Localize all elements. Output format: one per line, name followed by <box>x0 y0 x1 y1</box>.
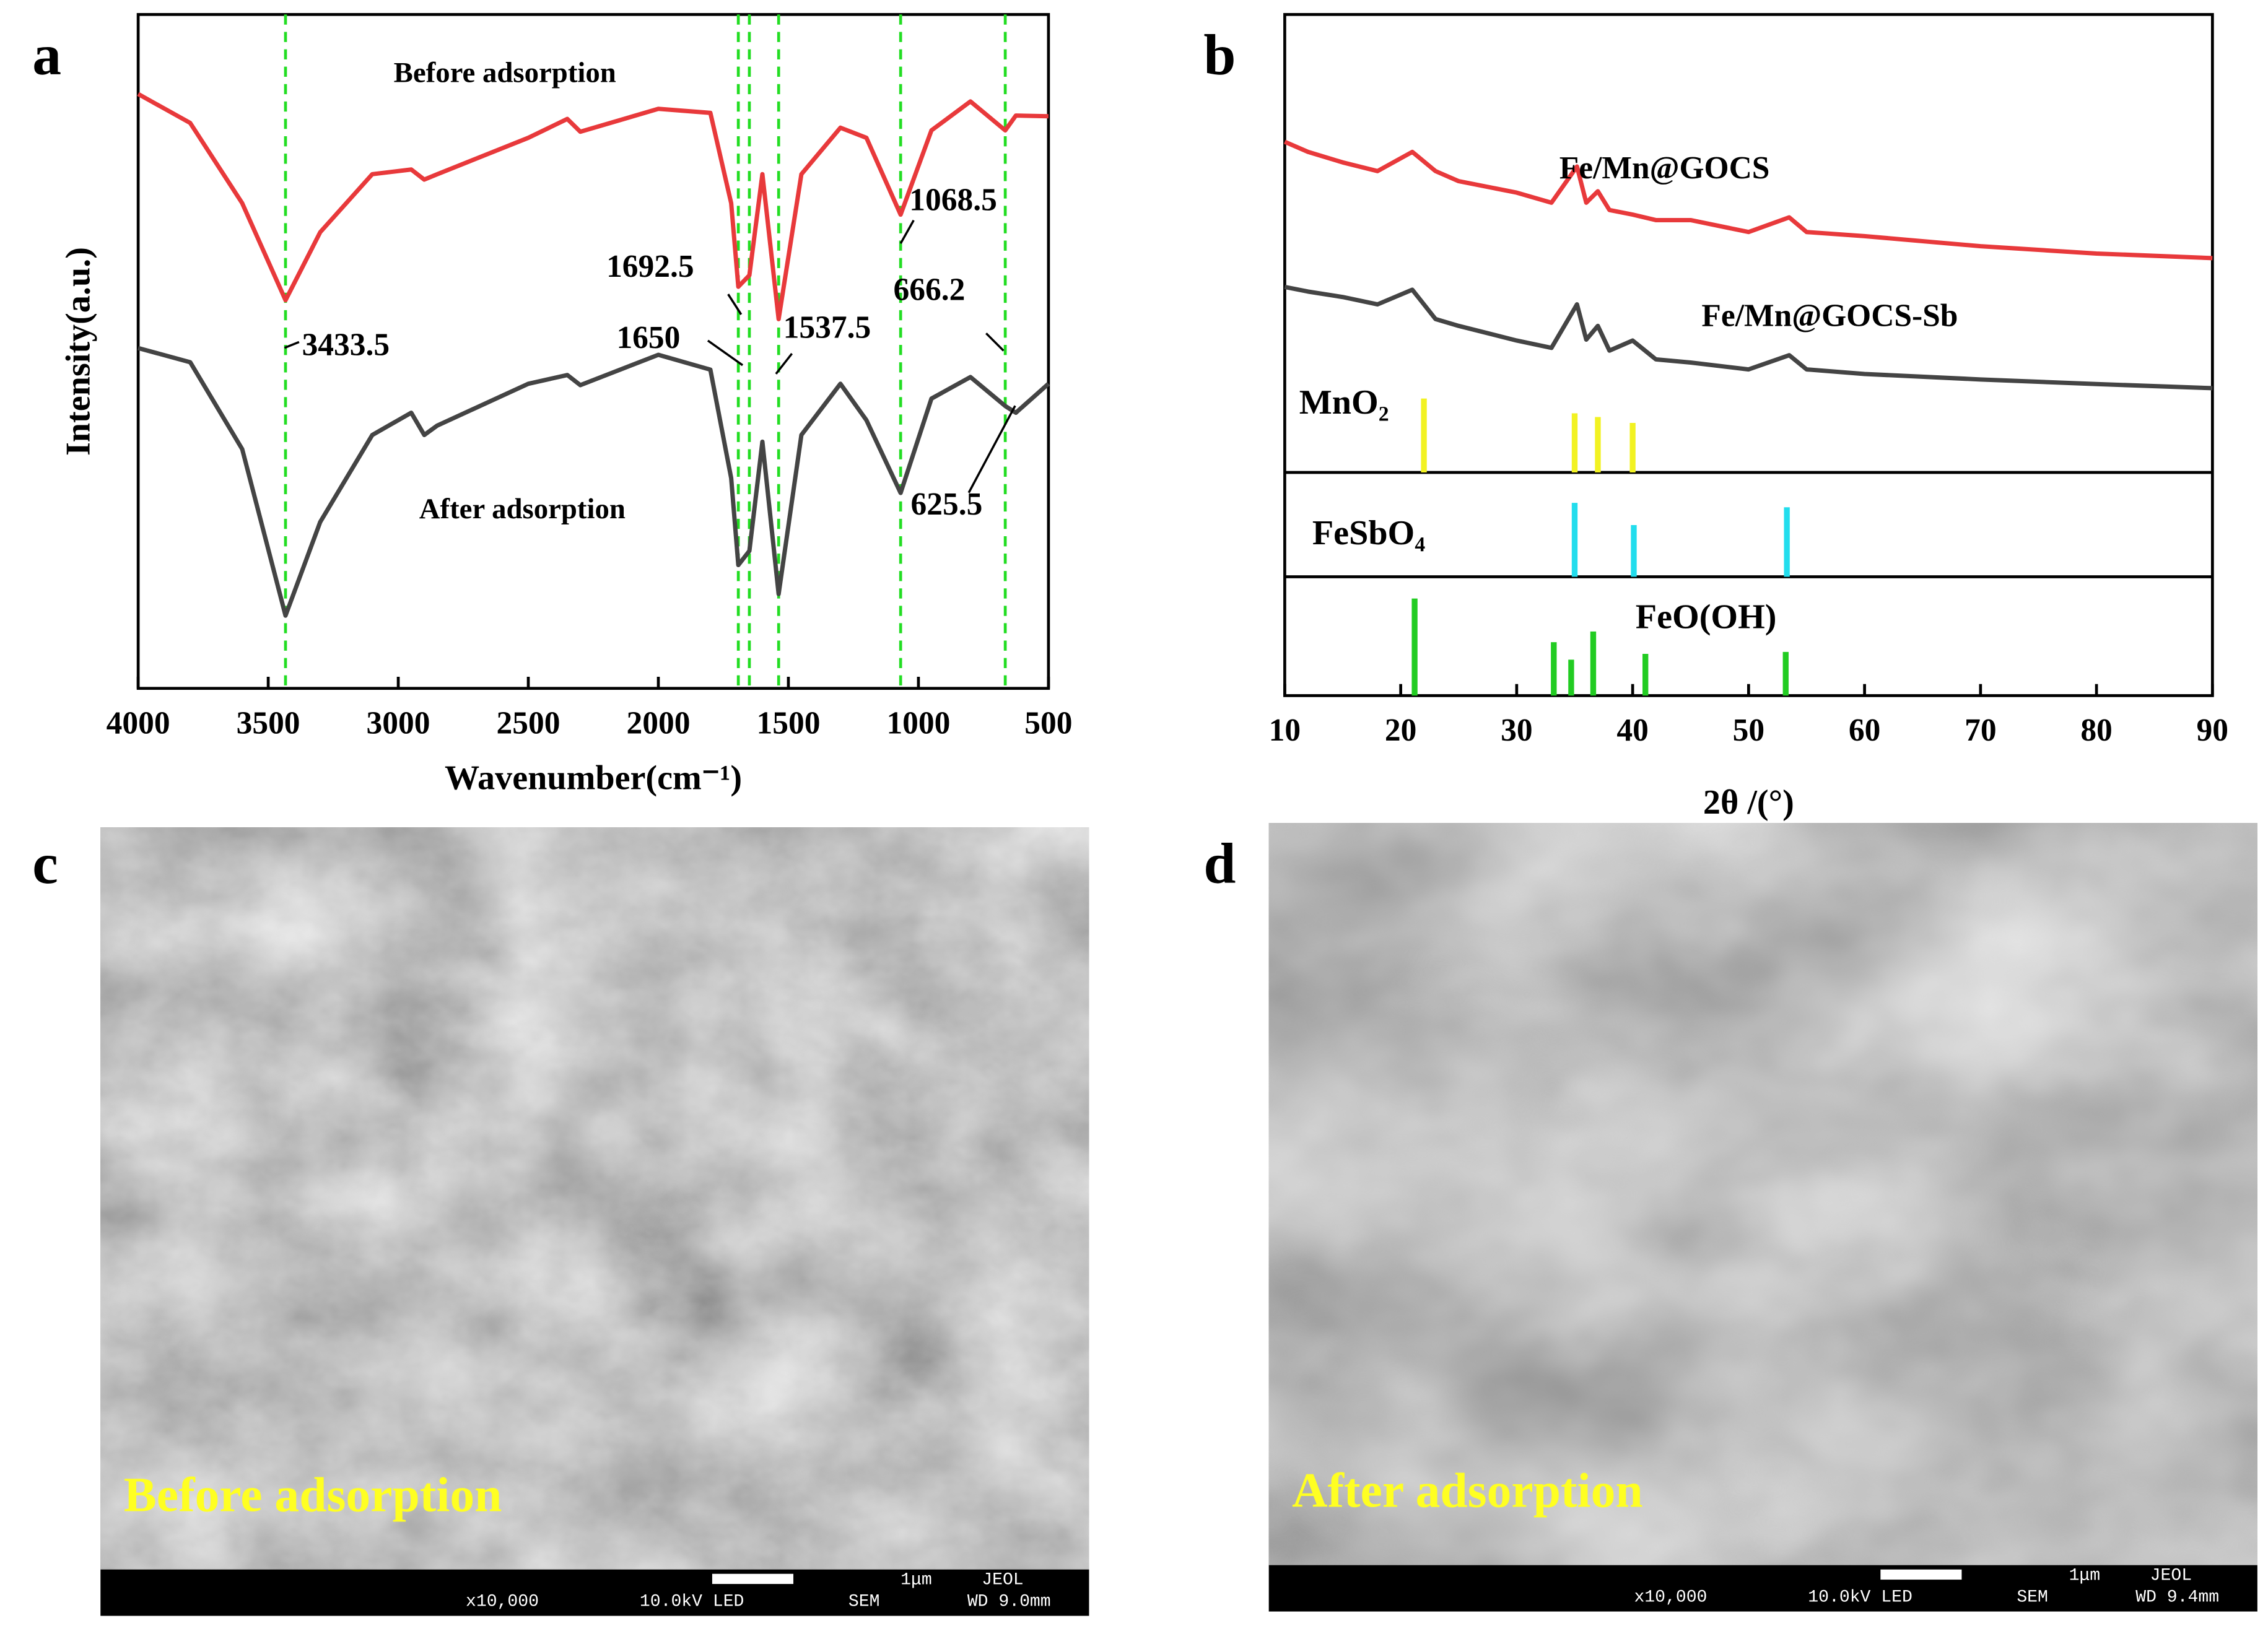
reference-label: MnO₂ <box>1299 383 1389 422</box>
x-tick-label: 3000 <box>367 705 430 741</box>
leader-line <box>284 341 300 349</box>
plot-frame <box>136 13 1050 690</box>
leader-line <box>707 339 744 367</box>
series-label: After adsorption <box>419 493 626 525</box>
series-label: Fe/Mn@GOCS-Sb <box>1701 298 1958 334</box>
plot-frame <box>1283 13 2214 697</box>
x-tick-label: 70 <box>1965 713 1996 748</box>
sem-info: SEM <box>848 1593 880 1612</box>
series-line <box>1284 285 2213 391</box>
x-tick-label: 10 <box>1269 713 1301 748</box>
scale-bar <box>1880 1569 1962 1580</box>
info-bar <box>100 1569 1089 1616</box>
info-bar <box>1268 1565 2257 1612</box>
x-tick-label: 2000 <box>627 705 691 741</box>
x-tick-label: 30 <box>1501 713 1532 748</box>
x-tick-label: 3500 <box>237 705 300 741</box>
x-tick-label: 1500 <box>756 705 820 741</box>
x-tick-label: 500 <box>1024 705 1072 741</box>
series-line <box>137 92 1049 321</box>
series-line <box>137 346 1050 618</box>
image-caption: After adsorption <box>1292 1464 1643 1518</box>
y-axis-title: Intensity(a.u.) <box>59 247 98 456</box>
sem-texture <box>100 827 1089 1570</box>
scale-bar <box>712 1573 793 1585</box>
x-axis-title: Wavenumber(cm⁻¹) <box>445 759 742 797</box>
panel-label: c <box>32 832 58 896</box>
leader-line <box>899 219 915 245</box>
sem-info: 10.0kV LED <box>1808 1588 1913 1607</box>
sem-info: x10,000 <box>466 1593 539 1612</box>
panel-label: b <box>1203 24 1236 87</box>
sem-info: JEOL <box>982 1571 1023 1590</box>
peak-label: 666.2 <box>893 272 965 308</box>
sem-image: After adsorption 1μm JEOL x10,000 10.0kV LED… <box>1268 823 2257 1612</box>
x-tick-label: 60 <box>1849 713 1880 748</box>
leader-line <box>775 352 793 375</box>
panel-label: a <box>32 24 61 87</box>
x-tick-label: 40 <box>1616 713 1648 748</box>
x-tick-label: 50 <box>1733 713 1764 748</box>
sem-info: SEM <box>2017 1588 2048 1607</box>
x-tick-label: 90 <box>2197 713 2228 748</box>
x-tick-label: 4000 <box>107 705 170 741</box>
leader-line <box>967 405 1016 493</box>
reference-label: FeO(OH) <box>1636 598 1777 637</box>
sem-info: 1μm <box>2069 1567 2101 1586</box>
x-axis-title: 2θ /(°) <box>1703 783 1794 822</box>
series-label: Before adsorption <box>394 56 616 89</box>
sem-info: WD 9.4mm <box>2135 1588 2219 1607</box>
sem-info: 1μm <box>901 1571 932 1590</box>
peak-label: 625.5 <box>911 487 983 522</box>
peak-label: 1692.5 <box>606 249 694 284</box>
x-tick-label: 20 <box>1385 713 1416 748</box>
peak-label: 1537.5 <box>783 310 871 345</box>
x-tick-label: 80 <box>2080 713 2112 748</box>
leader-line <box>985 333 1005 352</box>
peak-label: 1068.5 <box>909 182 997 217</box>
leader-line <box>727 293 743 315</box>
sem-info: x10,000 <box>1634 1588 1707 1607</box>
sem-image: Before adsorption 1μm JEOL x10,000 10.0kV LE… <box>100 827 1089 1616</box>
sem-texture <box>1268 823 2257 1565</box>
sem-info: JEOL <box>2150 1567 2192 1586</box>
sem-info: 10.0kV LED <box>640 1593 744 1612</box>
series-line <box>1284 139 2213 261</box>
x-tick-label: 1000 <box>886 705 950 741</box>
image-caption: Before adsorption <box>124 1468 502 1523</box>
panel-label: d <box>1203 832 1236 896</box>
series-label: Fe/Mn@GOCS <box>1559 150 1770 186</box>
peak-label: 1650 <box>616 320 680 355</box>
x-tick-label: 2500 <box>497 705 560 741</box>
sem-info: WD 9.0mm <box>967 1593 1051 1612</box>
peak-label: 3433.5 <box>302 328 390 363</box>
reference-label: FeSbO₄ <box>1312 514 1425 552</box>
